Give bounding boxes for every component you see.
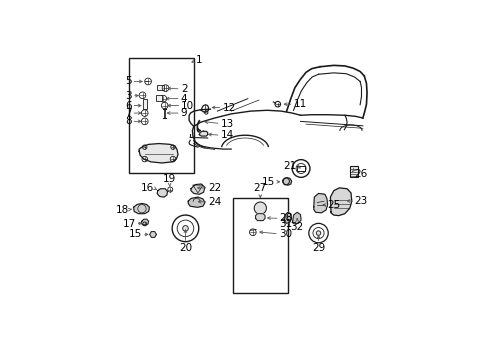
Text: 32: 32	[290, 222, 303, 232]
Text: 6: 6	[124, 100, 131, 111]
Circle shape	[183, 226, 188, 231]
Text: 3: 3	[125, 91, 132, 101]
Polygon shape	[191, 184, 204, 194]
Text: 25: 25	[327, 201, 340, 210]
Circle shape	[254, 202, 266, 214]
Text: 20: 20	[179, 243, 192, 253]
Polygon shape	[133, 203, 149, 214]
Polygon shape	[284, 212, 291, 223]
Text: 15: 15	[128, 229, 142, 239]
Text: 5: 5	[124, 76, 131, 86]
Text: 10: 10	[181, 100, 194, 111]
Text: 24: 24	[208, 197, 221, 207]
Text: 4: 4	[181, 94, 187, 104]
Polygon shape	[313, 193, 327, 213]
Polygon shape	[292, 212, 301, 224]
Polygon shape	[149, 231, 156, 237]
Polygon shape	[199, 131, 207, 136]
Text: 14: 14	[220, 130, 233, 140]
Text: 26: 26	[354, 169, 367, 179]
Polygon shape	[255, 214, 264, 221]
Text: 27: 27	[253, 183, 266, 193]
Text: 19: 19	[163, 174, 176, 184]
Text: 28: 28	[279, 213, 292, 224]
Polygon shape	[141, 219, 148, 225]
Text: 9: 9	[181, 108, 187, 118]
Text: 13: 13	[220, 118, 233, 129]
Text: 17: 17	[122, 219, 135, 229]
Polygon shape	[157, 189, 167, 197]
Text: 7: 7	[124, 108, 131, 118]
Polygon shape	[139, 144, 178, 163]
Bar	[155, 95, 162, 101]
Text: 8: 8	[124, 116, 131, 126]
Text: 21: 21	[283, 161, 296, 171]
Text: 29: 29	[311, 243, 325, 253]
Circle shape	[316, 231, 320, 235]
Bar	[142, 99, 146, 109]
Polygon shape	[330, 188, 351, 216]
Text: 30: 30	[278, 229, 291, 239]
Text: 23: 23	[354, 196, 367, 206]
Bar	[157, 85, 163, 90]
Text: 31: 31	[279, 219, 292, 229]
Bar	[128, 58, 193, 174]
Text: 1: 1	[195, 55, 202, 66]
Text: 22: 22	[208, 183, 221, 193]
Text: 15: 15	[261, 177, 274, 187]
Text: 2: 2	[181, 84, 187, 94]
Bar	[232, 198, 287, 293]
Text: 12: 12	[222, 103, 235, 113]
Text: 16: 16	[140, 183, 153, 193]
Polygon shape	[283, 177, 291, 185]
Text: 18: 18	[116, 204, 129, 215]
Text: 11: 11	[293, 99, 306, 109]
Bar	[349, 166, 357, 177]
Polygon shape	[188, 197, 204, 207]
